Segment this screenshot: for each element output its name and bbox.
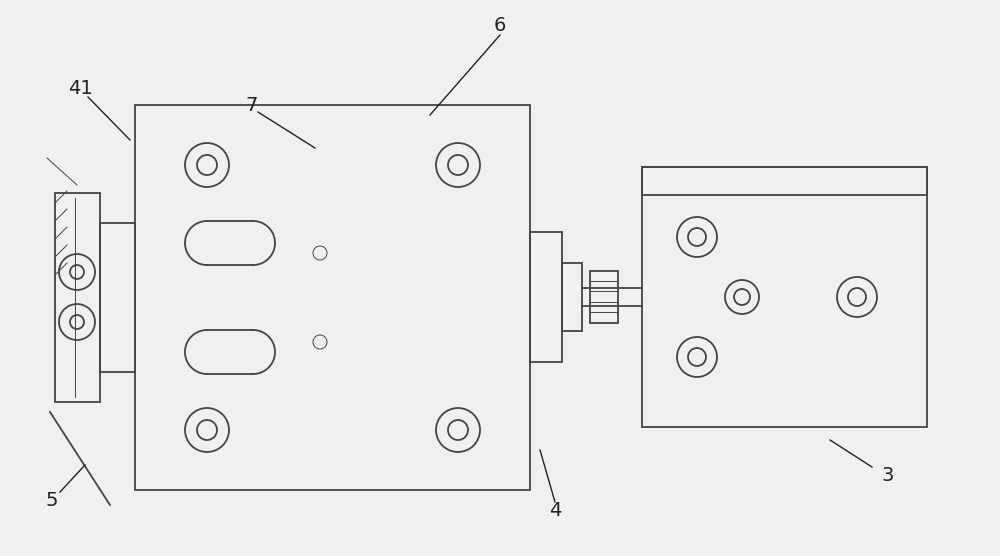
Bar: [642, 167, 927, 427]
Bar: [562, 263, 582, 331]
Bar: [100, 223, 135, 372]
Bar: [135, 105, 530, 490]
Bar: [530, 232, 562, 362]
Text: 4: 4: [549, 500, 561, 519]
Text: 6: 6: [494, 16, 506, 34]
Bar: [590, 271, 618, 323]
Text: 5: 5: [46, 490, 58, 509]
Bar: [55, 193, 100, 402]
Text: 41: 41: [68, 78, 92, 97]
Bar: [642, 167, 927, 195]
Text: 7: 7: [246, 96, 258, 115]
Text: 3: 3: [882, 465, 894, 484]
